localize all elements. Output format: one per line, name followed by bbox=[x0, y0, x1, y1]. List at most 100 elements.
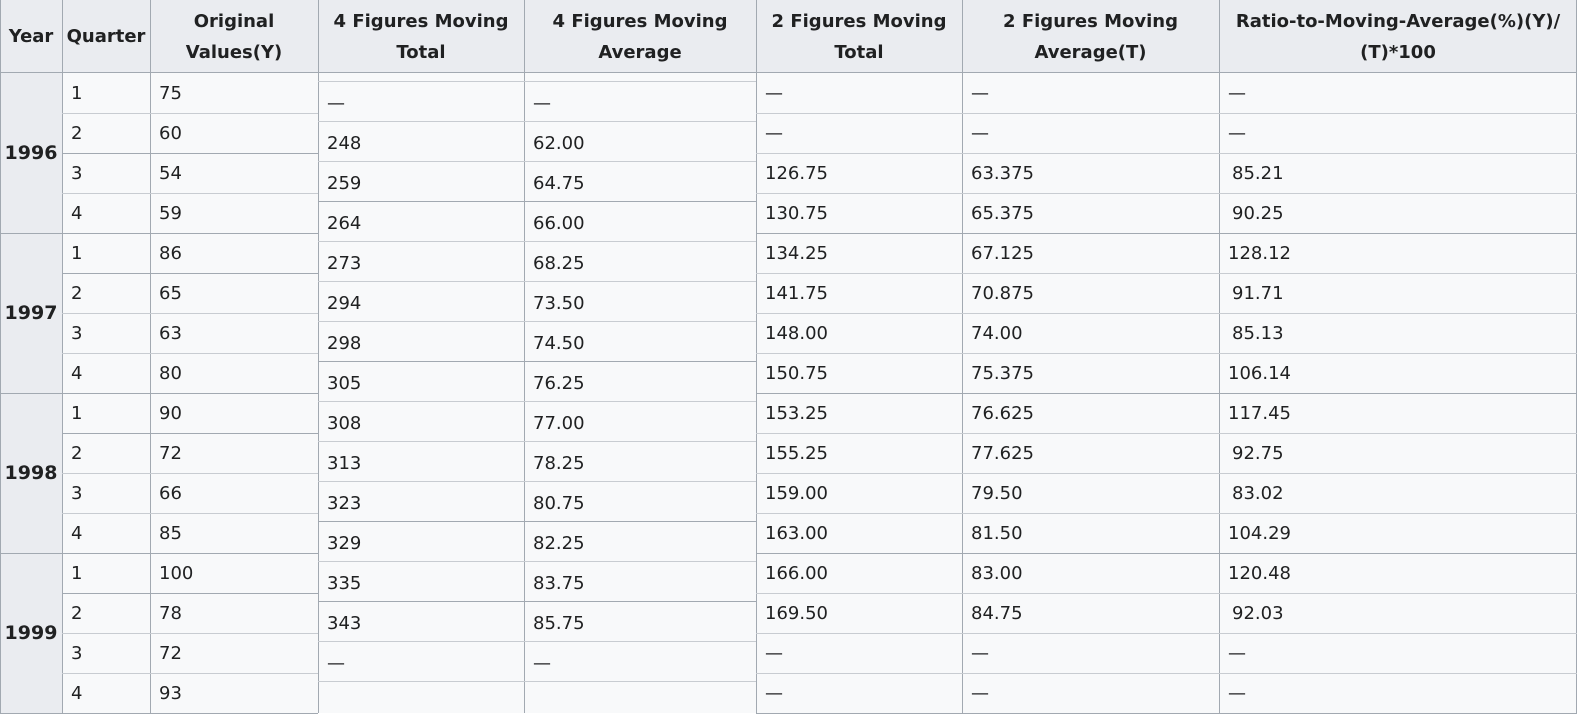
two-figure-total-cell: 130.75 bbox=[765, 202, 828, 224]
two-figure-total-cell: — bbox=[765, 82, 783, 104]
four-figure-total-cell: 343 bbox=[327, 612, 362, 634]
quarter-cell: 1 bbox=[71, 242, 83, 264]
grid-hline bbox=[62, 193, 318, 194]
two-figure-average-cell: 70.875 bbox=[971, 282, 1034, 304]
quarter-cell: 3 bbox=[71, 482, 83, 504]
header-ratio: Ratio-to-Moving-Average(%)(Y)/ (T)*100 bbox=[1219, 0, 1577, 73]
four-figure-total-cell: 305 bbox=[327, 372, 362, 394]
original-value-cell: 100 bbox=[159, 562, 194, 584]
quarter-cell: 4 bbox=[71, 682, 83, 704]
grid-hline bbox=[0, 393, 62, 394]
grid-hline bbox=[62, 153, 318, 154]
quarter-cell: 1 bbox=[71, 562, 83, 584]
grid-hline bbox=[756, 113, 1577, 114]
four-figure-average-cell: 76.25 bbox=[533, 372, 585, 394]
grid-vline bbox=[150, 0, 151, 713]
grid-hline bbox=[756, 473, 1577, 474]
four-figure-total-cell: 248 bbox=[327, 132, 362, 154]
four-figure-average-cell: 78.25 bbox=[533, 452, 585, 474]
grid-hline bbox=[756, 593, 1577, 594]
four-figure-total-cell: 259 bbox=[327, 172, 362, 194]
grid-hline bbox=[318, 521, 756, 522]
ratio-cell: 92.03 bbox=[1232, 602, 1284, 624]
year-cell: 1997 bbox=[0, 233, 62, 393]
grid-hline bbox=[756, 433, 1577, 434]
quarter-cell: 2 bbox=[71, 442, 83, 464]
ratio-cell: 90.25 bbox=[1232, 202, 1284, 224]
ratio-cell: 91.71 bbox=[1232, 282, 1284, 304]
four-figure-average-cell: 74.50 bbox=[533, 332, 585, 354]
quarter-cell: 4 bbox=[71, 522, 83, 544]
grid-hline bbox=[62, 633, 318, 634]
ratio-cell: 85.21 bbox=[1232, 162, 1284, 184]
four-figure-total-cell: 335 bbox=[327, 572, 362, 594]
four-figure-average-cell: — bbox=[533, 652, 551, 674]
header-4-figure-average: 4 Figures Moving Average bbox=[524, 0, 756, 73]
original-value-cell: 85 bbox=[159, 522, 182, 544]
original-value-cell: 63 bbox=[159, 322, 182, 344]
grid-vline bbox=[1219, 0, 1220, 713]
grid-hline bbox=[62, 673, 318, 674]
grid-hline bbox=[756, 353, 1577, 354]
year-cell: 1998 bbox=[0, 393, 62, 553]
quarter-cell: 2 bbox=[71, 282, 83, 304]
two-figure-total-cell: 141.75 bbox=[765, 282, 828, 304]
grid-vline bbox=[962, 0, 963, 713]
grid-hline bbox=[756, 513, 1577, 514]
grid-hline bbox=[62, 473, 318, 474]
grid-vline bbox=[0, 0, 1, 713]
two-figure-total-cell: 155.25 bbox=[765, 442, 828, 464]
header-original-values: Original Values(Y) bbox=[150, 0, 318, 73]
four-figure-average-cell: 66.00 bbox=[533, 212, 585, 234]
two-figure-total-cell: — bbox=[765, 682, 783, 704]
header-2-figure-average-text: 2 Figures Moving Average(T) bbox=[1003, 10, 1178, 63]
grid-hline bbox=[318, 361, 756, 362]
ratio-cell: — bbox=[1228, 82, 1246, 104]
original-value-cell: 75 bbox=[159, 82, 182, 104]
two-figure-total-cell: — bbox=[765, 642, 783, 664]
quarter-cell: 2 bbox=[71, 602, 83, 624]
grid-hline bbox=[0, 713, 62, 714]
grid-hline bbox=[756, 553, 1577, 554]
original-value-cell: 90 bbox=[159, 402, 182, 424]
grid-hline bbox=[756, 713, 1577, 714]
grid-hline bbox=[0, 553, 62, 554]
grid-hline bbox=[756, 273, 1577, 274]
grid-vline bbox=[524, 0, 525, 713]
header-quarter: Quarter bbox=[62, 0, 150, 73]
grid-hline bbox=[62, 233, 318, 234]
grid-hline bbox=[318, 241, 756, 242]
ratio-cell: 128.12 bbox=[1228, 242, 1291, 264]
ratio-cell: — bbox=[1228, 642, 1246, 664]
four-figure-average-cell: 62.00 bbox=[533, 132, 585, 154]
two-figure-average-cell: — bbox=[971, 82, 989, 104]
two-figure-average-cell: — bbox=[971, 682, 989, 704]
four-figure-average-cell: 77.00 bbox=[533, 412, 585, 434]
four-figure-total-cell: 313 bbox=[327, 452, 362, 474]
grid-hline bbox=[318, 121, 756, 122]
header-ratio-text: Ratio-to-Moving-Average(%)(Y)/ (T)*100 bbox=[1235, 10, 1561, 63]
year-cell: 1999 bbox=[0, 553, 62, 713]
ratio-cell: 106.14 bbox=[1228, 362, 1291, 384]
grid-hline bbox=[62, 593, 318, 594]
quarter-cell: 3 bbox=[71, 322, 83, 344]
ratio-cell: 117.45 bbox=[1228, 402, 1291, 424]
ratio-cell: 83.02 bbox=[1232, 482, 1284, 504]
two-figure-total-cell: 126.75 bbox=[765, 162, 828, 184]
grid-hline bbox=[62, 513, 318, 514]
quarter-cell: 1 bbox=[71, 82, 83, 104]
two-figure-average-cell: 63.375 bbox=[971, 162, 1034, 184]
four-figure-average-cell: 73.50 bbox=[533, 292, 585, 314]
two-figure-average-cell: 67.125 bbox=[971, 242, 1034, 264]
two-figure-average-cell: — bbox=[971, 642, 989, 664]
quarter-cell: 4 bbox=[71, 362, 83, 384]
ratio-cell: 85.13 bbox=[1232, 322, 1284, 344]
four-figure-total-cell: — bbox=[327, 652, 345, 674]
grid-hline bbox=[318, 201, 756, 202]
grid-hline bbox=[318, 641, 756, 642]
header-original-values-text: Original Values(Y) bbox=[185, 10, 283, 63]
original-value-cell: 59 bbox=[159, 202, 182, 224]
two-figure-total-cell: 163.00 bbox=[765, 522, 828, 544]
grid-hline bbox=[756, 233, 1577, 234]
